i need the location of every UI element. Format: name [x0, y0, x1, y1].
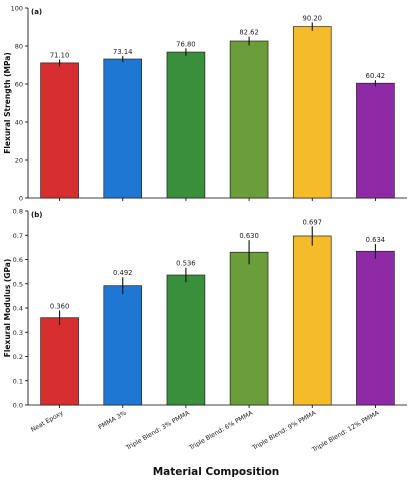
value-label: 90.20	[303, 14, 322, 22]
x-tick-label: Triple Blend: 12% PMMA	[310, 409, 381, 454]
panel-a: 0 20 40 60 80 100 Flexural Strength (MPa) (a) 71…	[3, 5, 407, 203]
value-label: 73.14	[113, 48, 132, 56]
y-tick-label: 0.8	[13, 208, 23, 216]
y-tick-label: 100	[11, 5, 23, 13]
value-label: 60.42	[366, 72, 385, 80]
bar	[292, 26, 332, 199]
y-tick-label: 0	[19, 195, 23, 203]
bar	[356, 82, 395, 199]
value-label: 82.62	[239, 29, 258, 37]
y-axis-label: Flexural Strength (MPa)	[3, 52, 12, 154]
panel-b: 0.0 0.1 0.2 0.3 0.4 0.5 0.6 0.7 0.8 Flexural Modu…	[3, 208, 407, 454]
value-label: 0.536	[176, 260, 195, 268]
bar	[103, 285, 143, 406]
value-label: 0.492	[113, 269, 132, 277]
x-tick-label: Neat Epoxy	[30, 410, 65, 434]
x-tick-label: PMMA 3%	[97, 410, 127, 432]
panel-label: (b)	[31, 211, 42, 219]
value-label: 0.634	[366, 236, 385, 244]
bar	[40, 62, 79, 199]
bar	[166, 274, 206, 406]
bar	[229, 40, 269, 199]
y-axis-label: Flexural Modulus (GPa)	[3, 259, 12, 358]
y-tick-label: 40	[15, 119, 23, 127]
y-tick-label: 0.7	[13, 232, 23, 240]
y-tick-label: 0.2	[13, 353, 23, 361]
y-tick-label: 0.0	[13, 402, 23, 410]
x-tick-label: Triple Blend: 3% PMMA	[124, 409, 191, 452]
y-tick-label: 80	[15, 43, 23, 51]
y-tick-label: 0.4	[13, 305, 23, 313]
bar	[292, 235, 332, 406]
value-label: 71.10	[50, 51, 69, 59]
y-tick-label: 0.5	[13, 280, 23, 288]
y-tick-label: 20	[15, 157, 23, 165]
x-tick-label: Triple Blend: 9% PMMA	[251, 409, 318, 452]
value-label: 0.360	[50, 302, 69, 310]
x-axis-label: Material Composition	[153, 466, 280, 478]
y-tick-label: 0.6	[13, 256, 23, 264]
y-tick-label: 60	[15, 81, 23, 89]
bar	[229, 251, 269, 406]
y-tick-label: 0.3	[13, 329, 23, 337]
value-label: 76.80	[176, 40, 195, 48]
value-label: 0.697	[303, 218, 322, 226]
value-label: 0.630	[239, 232, 258, 240]
x-tick-label: Triple Blend: 6% PMMA	[187, 409, 254, 452]
bar	[103, 58, 143, 199]
bar	[166, 51, 206, 199]
bar	[356, 250, 395, 406]
y-tick-label: 0.1	[13, 377, 23, 385]
bar	[40, 317, 79, 406]
panel-label: (a)	[31, 8, 42, 16]
